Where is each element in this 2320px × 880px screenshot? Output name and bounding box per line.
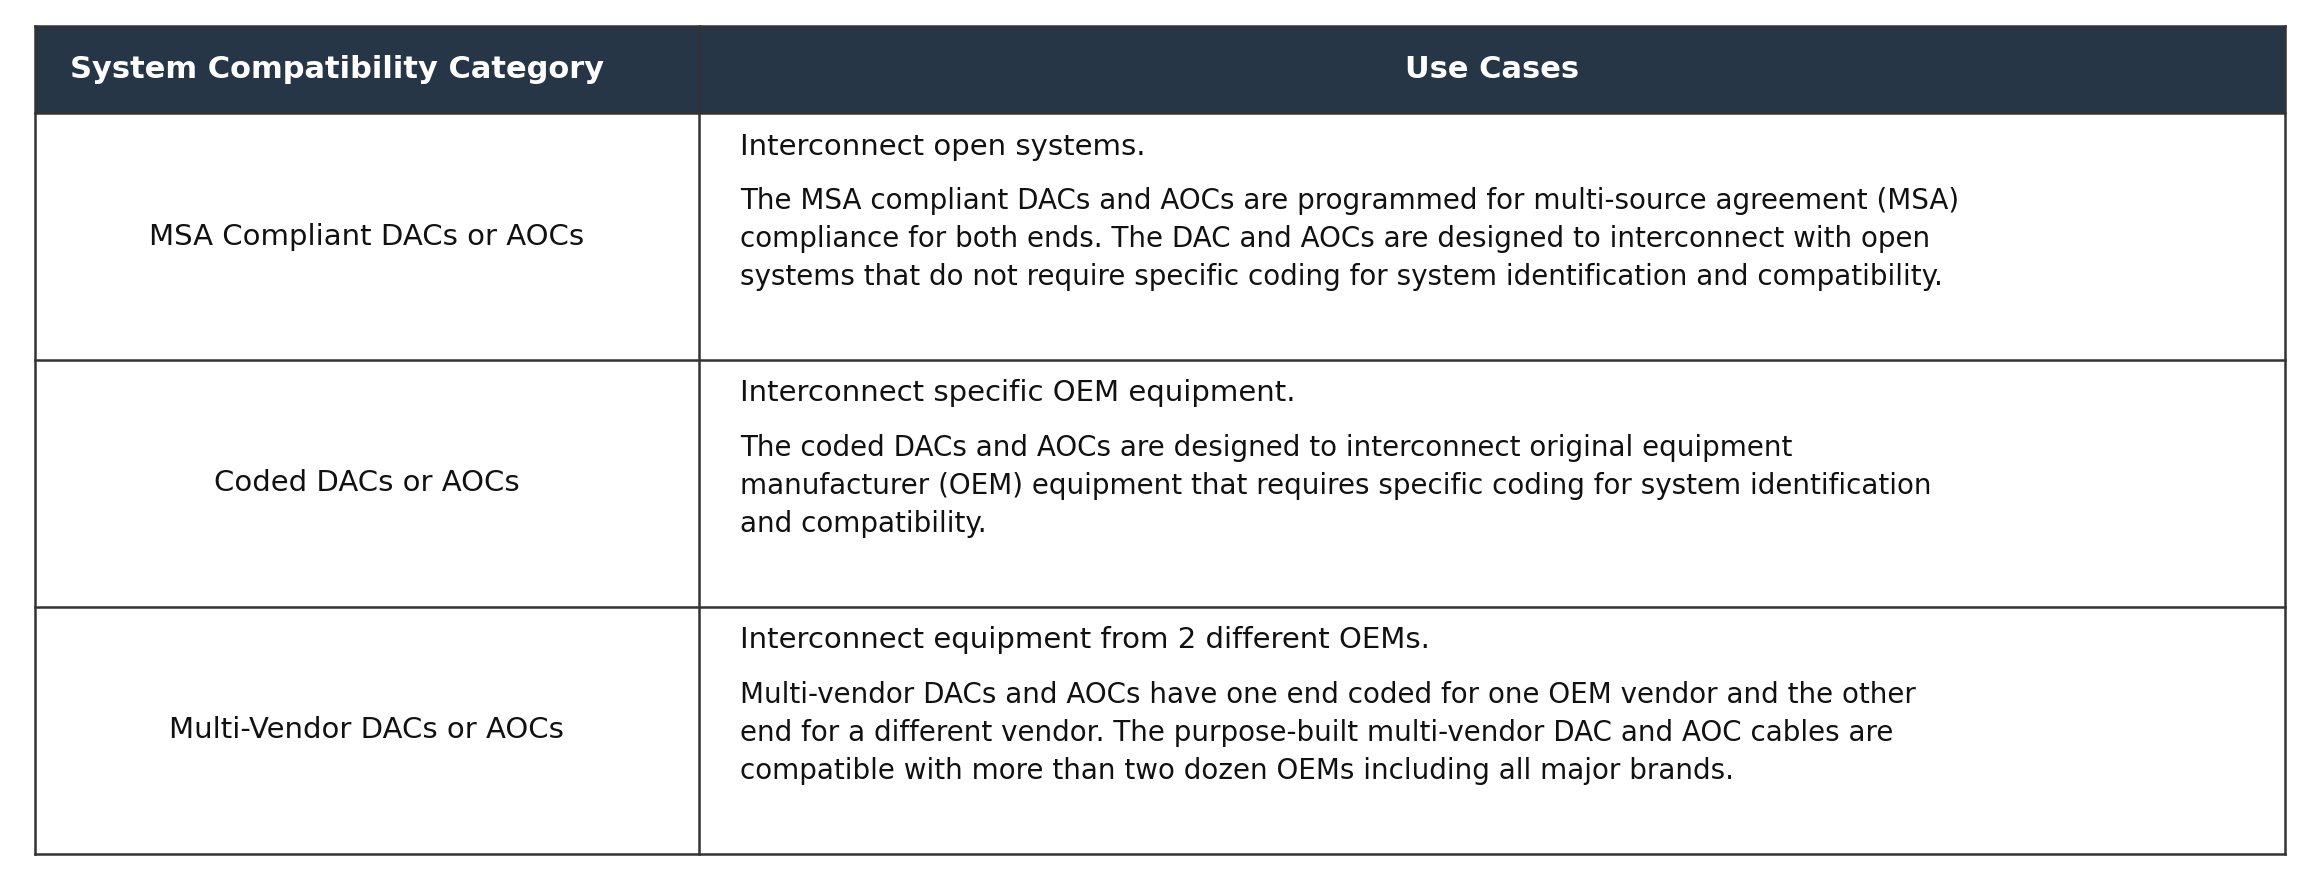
Text: MSA Compliant DACs or AOCs: MSA Compliant DACs or AOCs bbox=[148, 223, 585, 251]
Text: Interconnect open systems.: Interconnect open systems. bbox=[740, 133, 1146, 161]
Bar bbox=[35, 26, 2285, 114]
Text: Coded DACs or AOCs: Coded DACs or AOCs bbox=[213, 469, 520, 497]
Text: The MSA compliant DACs and AOCs are programmed for multi-source agreement (MSA)
: The MSA compliant DACs and AOCs are prog… bbox=[740, 187, 1960, 291]
Text: Interconnect equipment from 2 different OEMs.: Interconnect equipment from 2 different … bbox=[740, 627, 1431, 654]
Text: Multi-Vendor DACs or AOCs: Multi-Vendor DACs or AOCs bbox=[169, 716, 564, 744]
Text: Use Cases: Use Cases bbox=[1406, 55, 1580, 84]
Text: Interconnect specific OEM equipment.: Interconnect specific OEM equipment. bbox=[740, 379, 1297, 407]
Text: Multi-vendor DACs and AOCs have one end coded for one OEM vendor and the other
e: Multi-vendor DACs and AOCs have one end … bbox=[740, 681, 1916, 785]
Text: System Compatibility Category: System Compatibility Category bbox=[70, 55, 603, 84]
Text: The coded DACs and AOCs are designed to interconnect original equipment
manufact: The coded DACs and AOCs are designed to … bbox=[740, 434, 1933, 538]
